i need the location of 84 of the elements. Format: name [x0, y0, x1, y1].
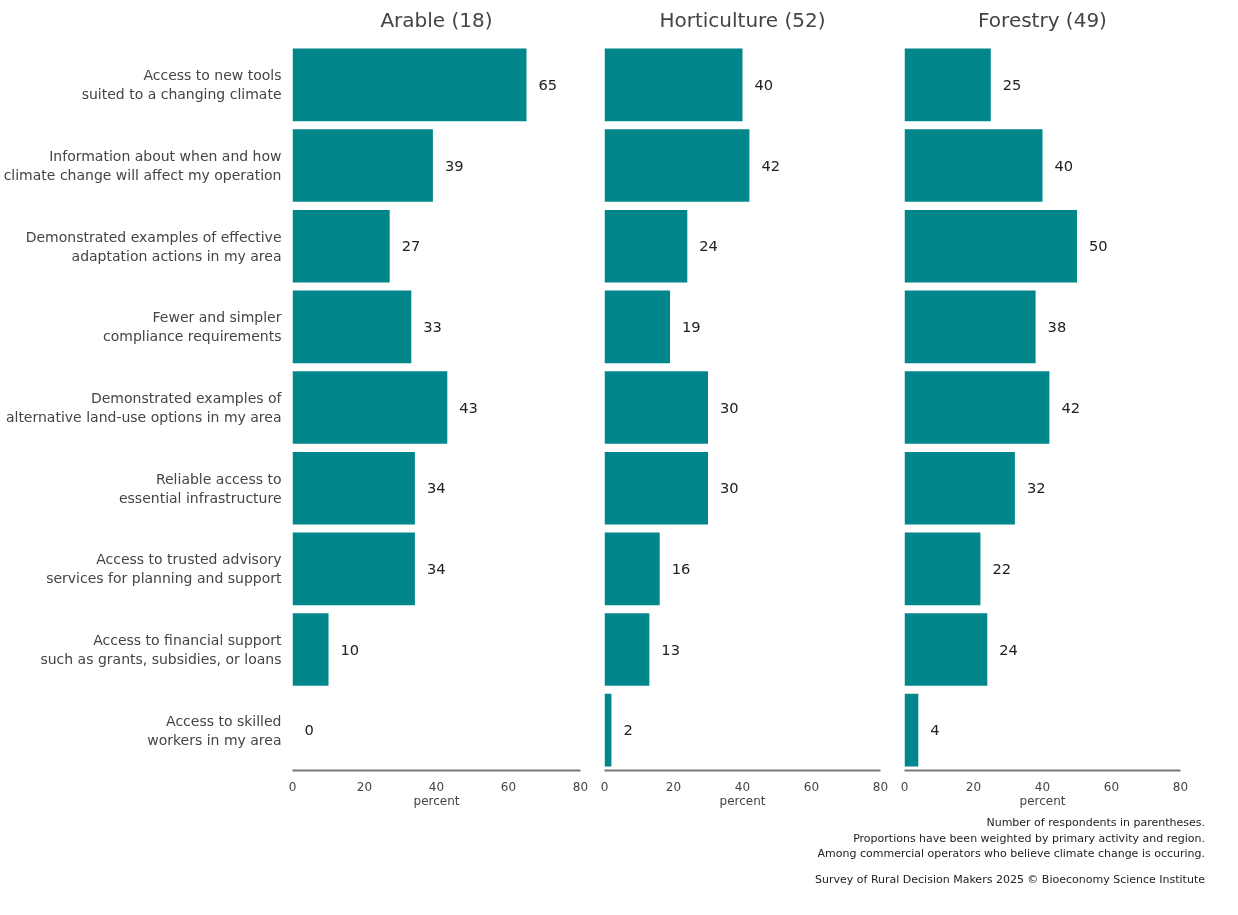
y-tick-label: Reliable access to essential infrastructure [118, 470, 282, 506]
data-label: 34 [426, 479, 446, 497]
x-tick-label: 0 [900, 779, 909, 794]
data-label: 65 [538, 75, 558, 93]
x-tick-label: 80 [572, 779, 589, 794]
data-label: 50 [1089, 237, 1108, 255]
bar [292, 451, 415, 525]
y-tick-label: Demonstrated examples of effective adaptation actions in my area [25, 228, 282, 264]
y-tick-label: Access to new tools suited to a changing climate [81, 67, 282, 103]
x-tick-label: 20 [965, 779, 982, 794]
data-label: 32 [1026, 479, 1046, 497]
x-tick-label: 80 [1172, 779, 1189, 794]
x-tick-label: 60 [803, 779, 820, 794]
y-tick-label: Access to trusted advisory services for planning and support [46, 551, 283, 587]
bar [604, 209, 688, 283]
bar [904, 48, 991, 122]
x-tick-label: 0 [288, 779, 297, 794]
bar [604, 613, 650, 686]
bar [292, 290, 412, 364]
y-tick-label: Demonstrated examples of alternative land-use options in my area [5, 389, 283, 426]
data-label: 2 [623, 721, 633, 739]
x-tick-label: 80 [872, 779, 889, 794]
bar [292, 129, 433, 202]
bar [292, 48, 527, 122]
data-label: 25 [1002, 75, 1022, 93]
x-tick-label: 20 [356, 779, 373, 794]
data-label: 33 [423, 317, 442, 335]
bar [292, 371, 448, 444]
x-tick-label: 40 [428, 779, 445, 794]
data-label: 13 [661, 640, 681, 658]
bar [604, 290, 671, 364]
bar [292, 532, 415, 606]
data-label: 38 [1047, 317, 1067, 335]
text: Number of respondents in parentheses. Proportions have been weighted by primary activity and region. Among commercial operators who believe climate change is occuring. [817, 815, 1205, 863]
bar [904, 129, 1043, 202]
bar [904, 451, 1015, 525]
x-tick-label: 60 [500, 779, 517, 794]
bar [904, 693, 919, 767]
bar [904, 532, 981, 606]
x-axis-title: percent [719, 793, 766, 808]
data-label: 22 [992, 559, 1012, 577]
bar [604, 48, 743, 122]
data-label: 42 [761, 156, 781, 174]
data-label: 34 [426, 559, 446, 577]
data-label: 42 [1061, 398, 1081, 416]
bar [904, 290, 1036, 364]
bar [292, 209, 390, 283]
chart-title: Arable (18) [380, 7, 493, 32]
data-label: 40 [754, 75, 774, 93]
data-label: 10 [340, 640, 360, 658]
bar [904, 209, 1077, 283]
data-label: 30 [720, 398, 739, 416]
bar [604, 451, 708, 525]
data-label: 24 [699, 237, 718, 255]
x-axis-title: percent [413, 793, 460, 808]
x-tick-label: 20 [665, 779, 682, 794]
x-tick-label: 60 [1103, 779, 1120, 794]
bar [604, 129, 750, 202]
chart-title: Horticulture (52) [659, 7, 826, 32]
data-label: 30 [720, 479, 739, 497]
data-label: 19 [682, 317, 701, 335]
data-label: 40 [1054, 156, 1074, 174]
x-axis-title: percent [1019, 793, 1066, 808]
bar [904, 613, 988, 686]
data-label: 0 [304, 721, 314, 739]
data-label: 27 [401, 237, 421, 255]
y-tick-label: Information about when and how climate change will affect my operation [3, 147, 282, 184]
bar [904, 371, 1050, 444]
text: Survey of Rural Decision Makers 2025 © Bioeconomy Science Institute [815, 872, 1205, 888]
x-tick-label: 40 [1034, 779, 1051, 794]
y-tick-label: Access to skilled workers in my area [147, 712, 282, 748]
x-tick-label: 40 [734, 779, 751, 794]
y-tick-label: Access to financial support such as grants, subsidies, or loans [40, 631, 283, 668]
data-label: 43 [459, 398, 478, 416]
data-label: 4 [930, 721, 940, 739]
bar [604, 532, 660, 606]
bar [292, 613, 329, 686]
data-label: 16 [671, 559, 691, 577]
y-tick-label: Fewer and simpler compliance requirements [103, 309, 282, 345]
chart-title: Forestry (49) [978, 7, 1107, 32]
x-tick-label: 0 [600, 779, 609, 794]
bar [604, 371, 708, 444]
data-label: 24 [999, 640, 1018, 658]
data-label: 39 [444, 156, 464, 174]
